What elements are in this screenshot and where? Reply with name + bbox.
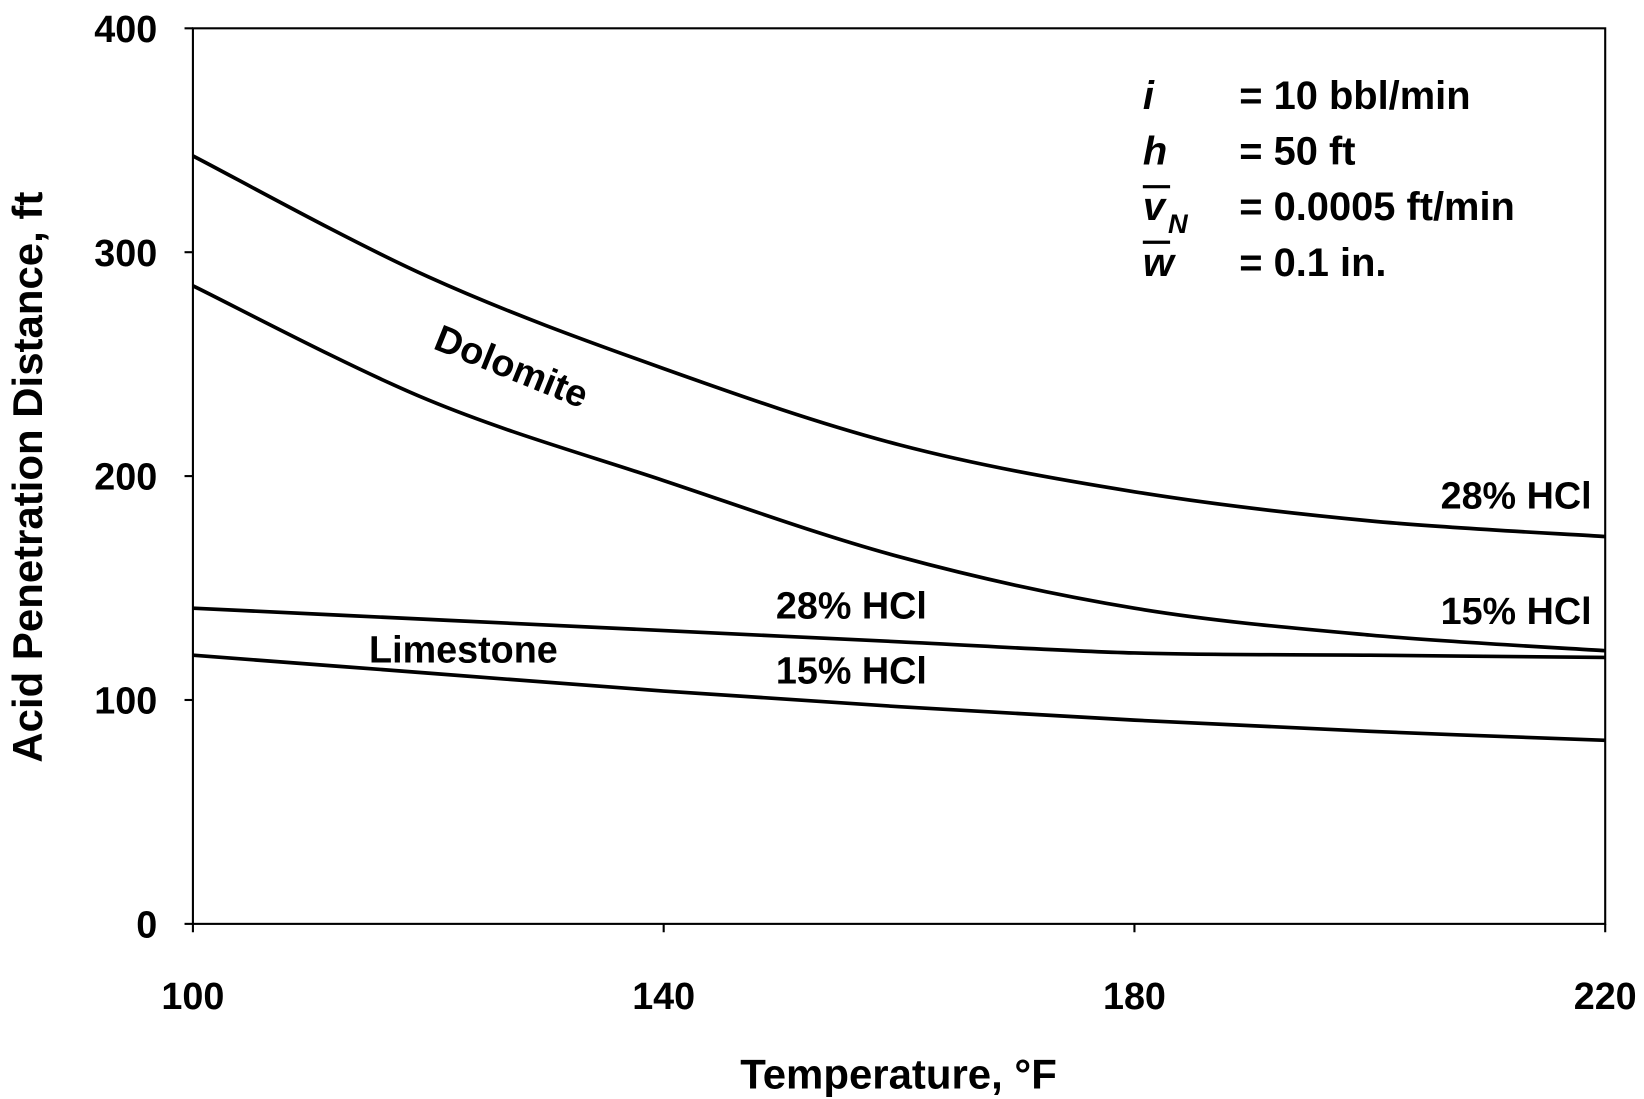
y-tick-label: 0 — [136, 904, 157, 946]
x-tick-label: 220 — [1574, 975, 1637, 1017]
parameter-subscript: N — [1168, 208, 1189, 239]
series-line-dolomite-28-hcl — [192, 154, 1606, 539]
parameter-value: = 0.1 in. — [1239, 241, 1386, 285]
parameter-legend: i = 10 bbl/min h = 50 ft v N = 0.0005 ft/min w =… — [1142, 74, 1515, 285]
series-line-limestone-28-hcl — [192, 606, 1606, 660]
series-label-dolomite-28: 28% HCl — [1441, 475, 1592, 517]
y-tick-label: 100 — [94, 680, 157, 722]
y-tick-label: 400 — [94, 8, 157, 50]
plot-frame — [191, 27, 1607, 925]
series-label-limestone-28: 28% HCl — [776, 585, 927, 627]
series-label-limestone-15: 15% HCl — [776, 650, 927, 692]
parameter-symbol: v — [1143, 185, 1167, 229]
x-tick-label: 140 — [632, 975, 695, 1017]
series-label-dolomite-15: 15% HCl — [1441, 590, 1592, 632]
parameter-value: = 10 bbl/min — [1239, 74, 1470, 118]
y-axis-label: Acid Penetration Distance, ft — [4, 192, 51, 763]
x-axis-label: Temperature, °F — [740, 1051, 1057, 1098]
parameter-value: = 0.0005 ft/min — [1239, 185, 1515, 229]
x-tick-label: 100 — [161, 975, 224, 1017]
series-line-limestone-15-hcl — [192, 653, 1606, 743]
y-tick-label: 300 — [94, 232, 157, 274]
parameter-symbol: w — [1143, 241, 1177, 285]
dolomite-annotation: Dolomite — [429, 317, 594, 416]
parameter-symbol: h — [1143, 130, 1167, 174]
parameter-value: = 50 ft — [1239, 130, 1355, 174]
y-tick-label: 200 — [94, 456, 157, 498]
limestone-annotation: Limestone — [369, 629, 558, 671]
x-tick-label: 180 — [1103, 975, 1166, 1017]
series-line-dolomite-15-hcl — [192, 284, 1606, 653]
parameter-symbol: i — [1143, 74, 1155, 118]
